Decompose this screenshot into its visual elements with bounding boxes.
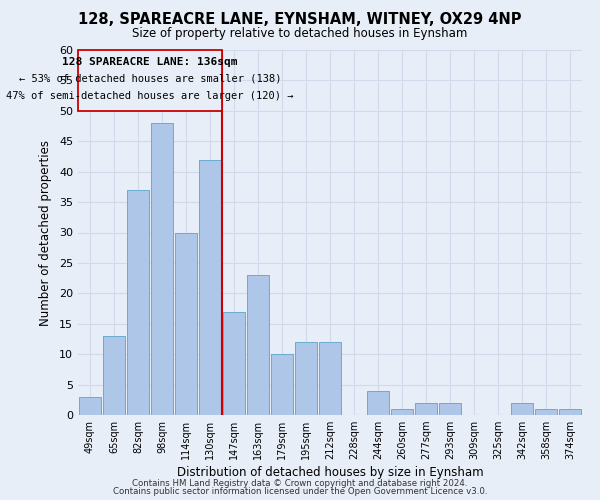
Bar (103, 336, 125, 415)
Text: ← 53% of detached houses are smaller (138): ← 53% of detached houses are smaller (13… (19, 73, 281, 83)
Text: Size of property relative to detached houses in Eynsham: Size of property relative to detached ho… (133, 28, 467, 40)
Bar (439, 403, 461, 415)
Text: 47% of semi-detached houses are larger (120) →: 47% of semi-detached houses are larger (… (6, 92, 294, 102)
Bar (223, 312, 245, 415)
Bar (127, 190, 149, 415)
FancyBboxPatch shape (78, 50, 222, 111)
Bar (271, 354, 293, 415)
Bar (391, 409, 413, 415)
Bar (79, 397, 101, 415)
X-axis label: Distribution of detached houses by size in Eynsham: Distribution of detached houses by size … (176, 466, 484, 479)
Text: Contains HM Land Registry data © Crown copyright and database right 2024.: Contains HM Land Registry data © Crown c… (132, 478, 468, 488)
Bar (415, 403, 437, 415)
Bar (319, 342, 341, 415)
Bar (367, 390, 389, 415)
Bar (511, 403, 533, 415)
Bar (247, 275, 269, 415)
Bar (559, 409, 581, 415)
Bar (199, 160, 221, 415)
Bar (151, 123, 173, 415)
Bar (295, 342, 317, 415)
Bar (535, 409, 557, 415)
Text: Contains public sector information licensed under the Open Government Licence v3: Contains public sector information licen… (113, 487, 487, 496)
Y-axis label: Number of detached properties: Number of detached properties (39, 140, 52, 326)
Text: 128, SPAREACRE LANE, EYNSHAM, WITNEY, OX29 4NP: 128, SPAREACRE LANE, EYNSHAM, WITNEY, OX… (78, 12, 522, 28)
Text: 128 SPAREACRE LANE: 136sqm: 128 SPAREACRE LANE: 136sqm (62, 58, 238, 68)
Bar (175, 232, 197, 415)
